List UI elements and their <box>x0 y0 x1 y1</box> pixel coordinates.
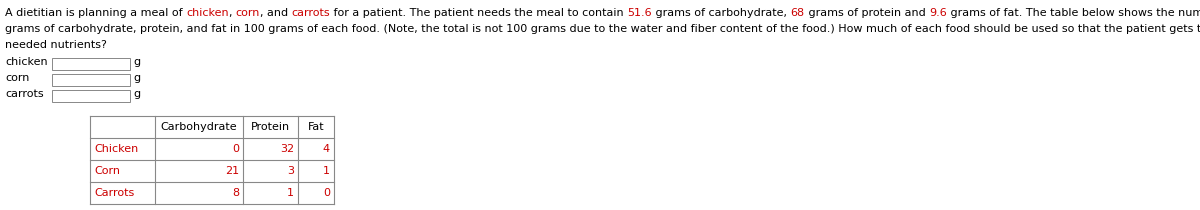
Text: g: g <box>133 89 140 99</box>
Text: 0: 0 <box>323 188 330 198</box>
Text: 0: 0 <box>232 144 239 154</box>
Text: Carrots: Carrots <box>94 188 134 198</box>
Text: grams of fat. The table below shows the number of: grams of fat. The table below shows the … <box>947 8 1200 18</box>
Text: grams of protein and: grams of protein and <box>805 8 929 18</box>
Text: Fat: Fat <box>307 122 324 132</box>
Text: 3: 3 <box>287 166 294 176</box>
Text: 8: 8 <box>232 188 239 198</box>
Text: 68: 68 <box>791 8 805 18</box>
Text: 1: 1 <box>287 188 294 198</box>
Text: grams of carbohydrate,: grams of carbohydrate, <box>652 8 791 18</box>
Bar <box>52 90 130 102</box>
Text: chicken: chicken <box>186 8 229 18</box>
Text: 1: 1 <box>323 166 330 176</box>
Text: ,: , <box>229 8 235 18</box>
Text: Carbohydrate: Carbohydrate <box>161 122 238 132</box>
Text: corn: corn <box>5 73 29 83</box>
Text: g: g <box>133 73 140 83</box>
Text: needed nutrients?: needed nutrients? <box>5 40 107 50</box>
Text: Chicken: Chicken <box>94 144 138 154</box>
Bar <box>52 58 130 70</box>
Text: A dietitian is planning a meal of: A dietitian is planning a meal of <box>5 8 186 18</box>
Text: 32: 32 <box>280 144 294 154</box>
Text: Corn: Corn <box>94 166 120 176</box>
Text: for a patient. The patient needs the meal to contain: for a patient. The patient needs the mea… <box>330 8 628 18</box>
Text: grams of carbohydrate, protein, and fat in 100 grams of each food. (Note, the to: grams of carbohydrate, protein, and fat … <box>5 24 1200 34</box>
Text: carrots: carrots <box>292 8 330 18</box>
Text: carrots: carrots <box>5 89 43 99</box>
Text: g: g <box>133 57 140 67</box>
Text: 4: 4 <box>323 144 330 154</box>
Text: 51.6: 51.6 <box>628 8 652 18</box>
Text: 21: 21 <box>224 166 239 176</box>
Text: chicken: chicken <box>5 57 48 67</box>
Text: 9.6: 9.6 <box>929 8 947 18</box>
Text: , and: , and <box>260 8 292 18</box>
Text: corn: corn <box>235 8 260 18</box>
Bar <box>52 74 130 86</box>
Text: Protein: Protein <box>251 122 290 132</box>
